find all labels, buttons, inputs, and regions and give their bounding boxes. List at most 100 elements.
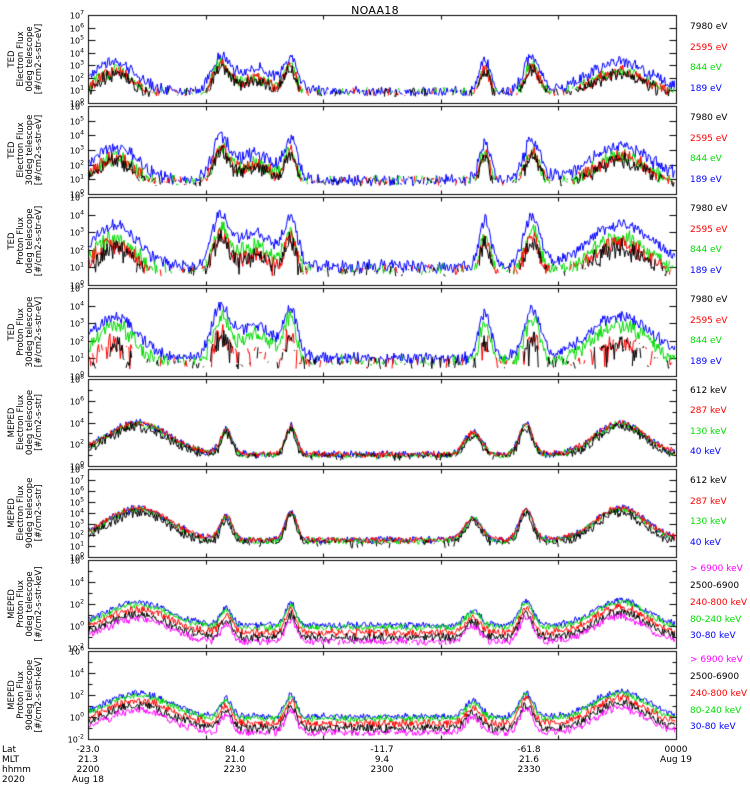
- y-tick-label: 105: [69, 115, 84, 126]
- x-tick-group: 84.4 21.0 2230: [193, 745, 277, 775]
- x-tick-group: -11.7 9.4 2300: [340, 745, 424, 775]
- x-tick-mlt: 21.0: [224, 755, 246, 765]
- x-tick-hhmm: 2230: [223, 765, 247, 775]
- legend-item-ted-proton-30deg-1: 2595 eV: [690, 315, 728, 326]
- legend-item-meped-electron-0deg-1: 287 keV: [690, 406, 727, 417]
- x-tick-hhmm: 2200: [76, 765, 100, 775]
- y-tick-label: 102: [69, 438, 84, 450]
- legend-item-ted-proton-0deg-1: 2595 eV: [690, 224, 728, 235]
- y-tick-label: 104: [69, 300, 84, 311]
- panel-y-axis-title-ted-electron-30deg: TED Electron Flux 30deg telescope [#/cm2-s-…: [7, 114, 44, 186]
- y-tick-label: 100: [69, 711, 84, 723]
- y-tick-label: 102: [69, 598, 84, 610]
- legend-item-ted-proton-0deg-2: 844 eV: [690, 245, 722, 256]
- y-tick-label: 103: [69, 518, 84, 530]
- legend-item-ted-electron-30deg-1: 2595 eV: [690, 133, 728, 144]
- legend-item-ted-electron-0deg-3: 189 eV: [690, 83, 722, 94]
- x-tick-hhmm: 2300: [370, 765, 394, 775]
- legend-item-ted-electron-30deg-2: 844 eV: [690, 154, 722, 165]
- x-tick-mlt: 21.3: [77, 755, 99, 765]
- x-tick-group: -23.0 21.3 2200 Aug 18: [46, 745, 130, 785]
- y-tick-label: 102: [69, 529, 84, 541]
- y-tick-label: 103: [69, 59, 84, 71]
- x-tick-mlt: 21.6: [518, 755, 540, 765]
- y-tick-label: 104: [69, 417, 84, 428]
- y-tick-label: 10-2: [67, 642, 84, 654]
- y-tick-label: 107: [69, 474, 84, 486]
- y-tick-label: 102: [69, 244, 84, 256]
- panel-y-axis-title-meped-electron-0deg: MEPED Electron Flux 0deg telescope [#/cm2-s…: [7, 389, 44, 456]
- x-tick-lat: -61.8: [517, 745, 541, 755]
- y-tick-label: 106: [69, 554, 84, 566]
- x-tick-group: 0000 Aug 19: [634, 745, 718, 765]
- y-tick-label: 101: [69, 174, 84, 185]
- x-axis-row-label-mlt: MLT: [2, 755, 20, 765]
- x-tick-group: -61.8 21.6 2330: [487, 745, 571, 775]
- x-axis-row-label-lat: Lat: [2, 745, 17, 755]
- x-tick-date: Aug 19: [660, 755, 692, 765]
- y-tick-label: 104: [69, 47, 84, 59]
- legend-item-meped-proton-90deg-0: > 6900 keV: [690, 655, 743, 666]
- legend-item-ted-electron-0deg-1: 2595 eV: [690, 42, 728, 53]
- y-tick-label: 105: [69, 34, 84, 46]
- x-tick-lat: -23.0: [76, 745, 100, 755]
- y-tick-label: 103: [69, 226, 84, 238]
- y-tick-label: 104: [69, 576, 84, 588]
- x-tick-hhmm: 2330: [517, 765, 541, 775]
- legend-item-meped-proton-0deg-1: 2500-6900: [690, 581, 740, 592]
- legend-item-meped-proton-90deg-4: 30-80 keV: [690, 722, 736, 733]
- panel-y-axis-title-meped-electron-90deg: MEPED Electron Flux 90deg telescope [#/cm2-…: [7, 477, 44, 549]
- legend-item-ted-proton-30deg-0: 7980 eV: [690, 294, 728, 305]
- y-tick-label: 107: [69, 9, 84, 21]
- legend-item-ted-electron-0deg-2: 844 eV: [690, 63, 722, 74]
- legend-item-meped-proton-90deg-3: 80-240 keV: [690, 705, 742, 716]
- y-tick-label: 102: [69, 689, 84, 701]
- legend-item-meped-electron-0deg-3: 40 keV: [690, 447, 721, 458]
- panel-y-axis-title-ted-electron-0deg: TED Electron Flux 0deg telescope [#/cm2-s-s…: [7, 23, 44, 95]
- y-tick-label: 103: [69, 317, 84, 329]
- legend-item-meped-electron-0deg-2: 130 keV: [690, 426, 727, 437]
- y-tick-label: 106: [69, 645, 84, 657]
- y-tick-label: 103: [69, 144, 84, 156]
- y-tick-label: 106: [69, 485, 84, 497]
- y-tick-label: 100: [69, 188, 84, 200]
- y-tick-label: 108: [69, 373, 84, 385]
- y-tick-label: 102: [69, 335, 84, 347]
- legend-item-ted-proton-30deg-2: 844 eV: [690, 336, 722, 347]
- legend-item-meped-electron-90deg-1: 287 keV: [690, 496, 727, 507]
- y-tick-label: 100: [69, 620, 84, 632]
- y-tick-label: 108: [69, 463, 84, 475]
- y-tick-label: 106: [69, 395, 84, 407]
- y-tick-label: 100: [69, 97, 84, 109]
- legend-item-ted-electron-30deg-0: 7980 eV: [690, 112, 728, 123]
- legend-item-meped-electron-0deg-0: 612 keV: [690, 385, 727, 396]
- legend-item-meped-proton-0deg-3: 80-240 keV: [690, 614, 742, 625]
- panel-y-axis-title-ted-proton-0deg: TED Proton Flux 0deg telescope [#/cm2-s-str…: [7, 205, 44, 277]
- x-tick-date: Aug 18: [72, 775, 104, 785]
- legend-item-ted-proton-0deg-3: 189 eV: [690, 265, 722, 276]
- y-tick-label: 100: [69, 279, 84, 291]
- y-tick-label: 101: [69, 262, 84, 273]
- x-axis-row-label-2020: 2020: [2, 775, 25, 785]
- legend-item-meped-proton-0deg-4: 30-80 keV: [690, 631, 736, 642]
- page-title: NOAA18: [351, 4, 399, 17]
- legend-item-meped-proton-90deg-2: 240-800 keV: [690, 688, 748, 699]
- y-tick-label: 102: [69, 159, 84, 170]
- y-tick-label: 101: [69, 353, 84, 364]
- legend-item-ted-electron-30deg-3: 189 eV: [690, 174, 722, 185]
- x-tick-lat: 84.4: [224, 745, 246, 755]
- y-tick-label: 106: [69, 100, 84, 112]
- y-tick-label: 104: [69, 209, 84, 220]
- panel-y-axis-title-ted-proton-30deg: TED Proton Flux 30deg telescope [#/cm2-s-st…: [7, 296, 44, 368]
- legend-item-meped-proton-0deg-2: 240-800 keV: [690, 597, 748, 608]
- y-tick-label: 102: [69, 72, 84, 84]
- y-tick-label: 106: [69, 22, 84, 33]
- legend-item-ted-electron-0deg-0: 7980 eV: [690, 21, 728, 32]
- legend-item-ted-proton-0deg-0: 7980 eV: [690, 203, 728, 214]
- y-tick-label: 100: [69, 460, 84, 472]
- y-tick-label: 105: [69, 282, 84, 294]
- y-tick-label: 105: [69, 496, 84, 508]
- y-tick-label: 100: [69, 370, 84, 382]
